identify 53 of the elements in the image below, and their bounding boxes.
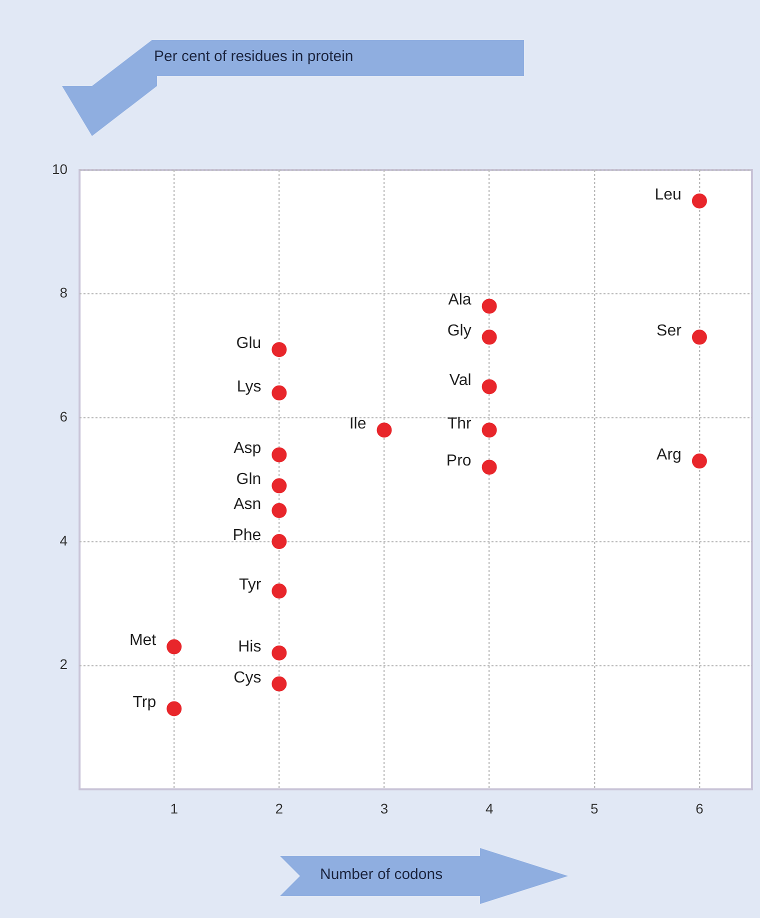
- x-axis-title: Number of codons: [320, 866, 443, 883]
- point: [272, 534, 287, 550]
- point: [272, 478, 287, 494]
- annotation: Phe: [232, 526, 262, 544]
- point: [272, 584, 287, 599]
- annotation: Tyr: [238, 576, 262, 594]
- annotation: Ala: [448, 292, 472, 309]
- point: [482, 379, 497, 394]
- annotation: Val: [449, 372, 472, 390]
- annotation: Leu: [654, 186, 682, 204]
- point: [376, 422, 392, 438]
- x-tick-label: 1: [170, 800, 178, 816]
- point: [272, 503, 287, 518]
- text: Per cent of residues in protein: [154, 48, 354, 65]
- annotation: Gln: [236, 471, 262, 488]
- x-tick-label: 3: [380, 800, 388, 816]
- point: [482, 460, 497, 475]
- x-tick-label: 6: [696, 800, 704, 816]
- annotation: Cys: [234, 669, 262, 686]
- y-tick-label: 10: [52, 160, 68, 177]
- annotation: Ser: [656, 322, 682, 340]
- point: [482, 422, 497, 438]
- annotation: Trp: [132, 694, 156, 712]
- annotation: Asp: [234, 440, 262, 458]
- annotation: Gly: [447, 322, 472, 340]
- point: [272, 385, 287, 400]
- x-tick-label: 2: [275, 800, 284, 816]
- annotation: Asn: [234, 496, 262, 513]
- annotation: Lys: [236, 378, 262, 396]
- annotation: Thr: [447, 415, 472, 432]
- annotation: Glu: [236, 334, 262, 352]
- x-tick-label: 5: [590, 800, 598, 816]
- point: [692, 454, 707, 469]
- point: [272, 342, 287, 358]
- point: [482, 298, 497, 314]
- point: [692, 330, 707, 345]
- point: [272, 447, 287, 462]
- annotation: His: [238, 638, 262, 656]
- point: [166, 639, 182, 654]
- point: [166, 701, 182, 716]
- point: [482, 330, 497, 345]
- point: [272, 676, 287, 692]
- y-tick-label: 8: [60, 284, 68, 301]
- y-tick-label: 4: [60, 532, 68, 548]
- annotation: Arg: [656, 446, 682, 464]
- y-tick-label: 6: [60, 408, 68, 425]
- annotation: Ile: [349, 415, 366, 432]
- annotation: Met: [129, 632, 157, 650]
- point: [692, 193, 707, 208]
- y-tick-label: 2: [60, 656, 68, 672]
- x-tick-label: 4: [485, 800, 494, 816]
- annotation: Pro: [446, 452, 472, 470]
- point: [272, 645, 287, 660]
